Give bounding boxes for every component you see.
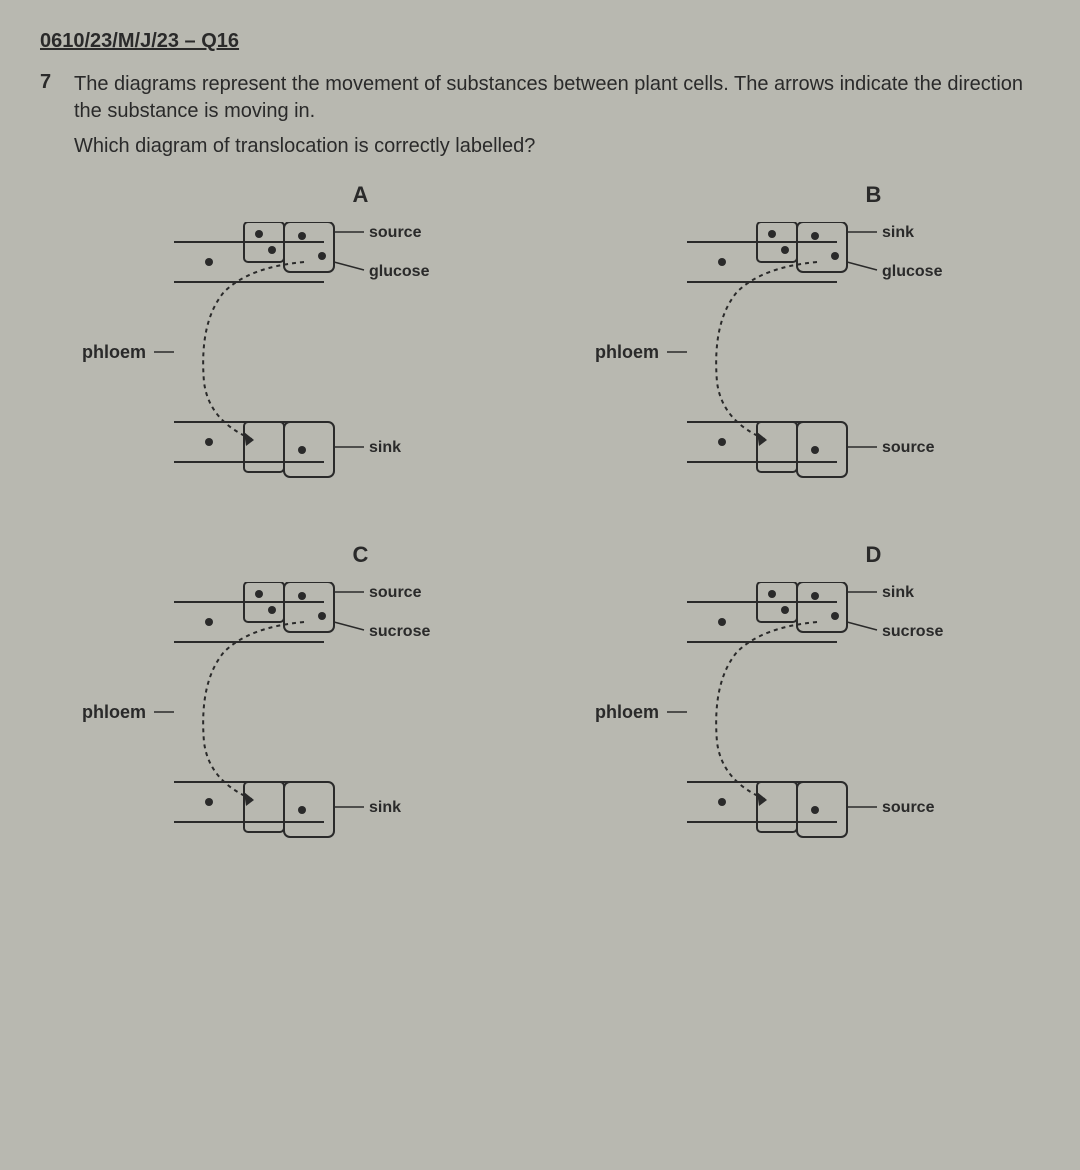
option-c-label: C [194,542,527,568]
c-top-label: source [369,584,422,601]
question-text-2: Which diagram of translocation is correc… [74,135,1040,158]
c-sub-label: sucrose [369,623,430,640]
d-bottom-label: source [882,799,935,816]
a-sub-label: glucose [369,263,430,280]
a-bottom-label: sink [369,439,401,456]
question-text-1: The diagrams represent the movement of s… [74,71,1040,125]
option-b: B phloem [587,182,1040,502]
phloem-label-d: phloem [587,702,659,723]
option-d-label: D [707,542,1040,568]
phloem-label-a: phloem [74,342,146,363]
d-top-label: sink [882,584,914,601]
option-b-label: B [707,182,1040,208]
options-grid: A phloem [74,182,1040,862]
phloem-label-c: phloem [74,702,146,723]
diagram-d: sink sucrose source [667,582,977,862]
option-a: A phloem [74,182,527,502]
paper-reference: 0610/23/M/J/23 – Q16 [40,30,1040,53]
diagram-b: sink glucose source [667,222,977,502]
diagram-c: source sucrose sink [154,582,464,862]
option-a-label: A [194,182,527,208]
question-number: 7 [40,71,60,125]
option-d: D phloem [587,542,1040,862]
d-sub-label: sucrose [882,623,943,640]
question-row: 7 The diagrams represent the movement of… [40,71,1040,125]
a-top-label: source [369,224,422,241]
b-bottom-label: source [882,439,935,456]
c-bottom-label: sink [369,799,401,816]
phloem-label-b: phloem [587,342,659,363]
b-top-label: sink [882,224,914,241]
option-c: C phloem [74,542,527,862]
diagram-a: source glucose sink [154,222,464,502]
b-sub-label: glucose [882,263,943,280]
